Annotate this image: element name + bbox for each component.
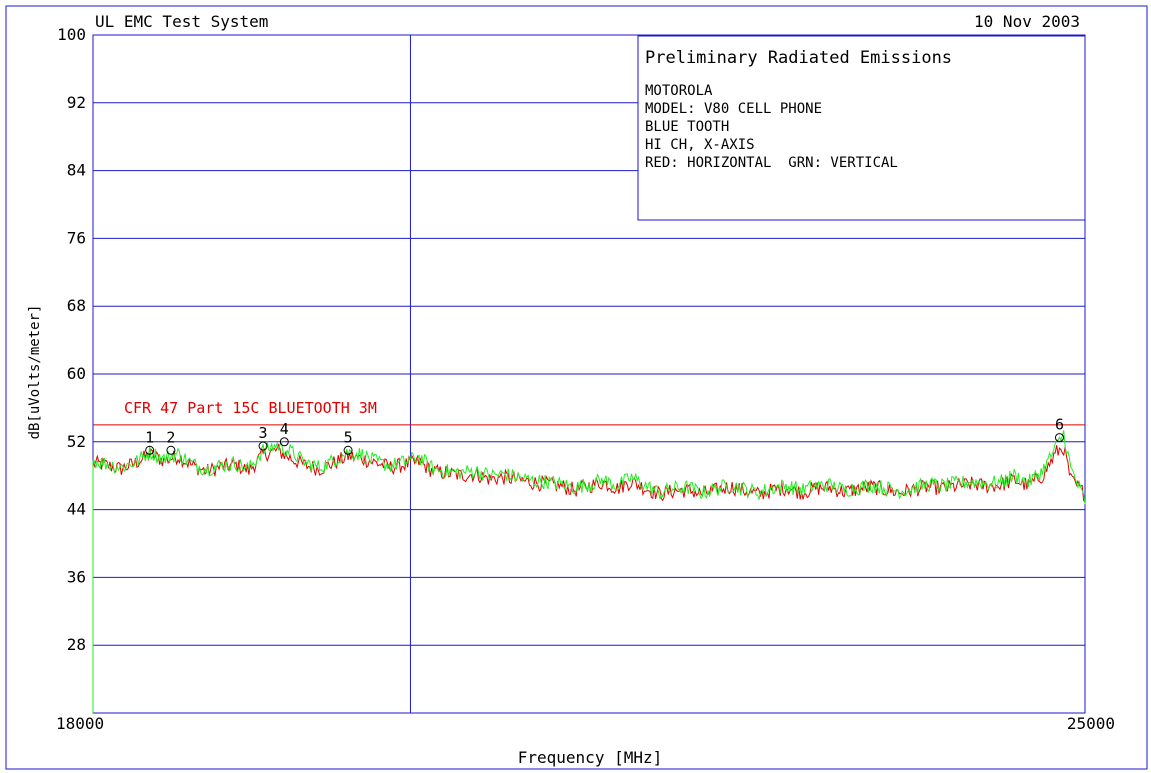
info-line-legend: RED: HORIZONTAL GRN: VERTICAL bbox=[645, 155, 898, 171]
trace-layer bbox=[92, 430, 1086, 713]
marker-circle bbox=[258, 441, 268, 451]
grid-lines bbox=[92, 34, 1086, 714]
y-tick-labels: 28 36 44 52 60 68 76 84 92 100 bbox=[57, 25, 86, 654]
y-tick-label: 44 bbox=[67, 500, 86, 519]
info-box: Preliminary Radiated Emissions MOTOROLA … bbox=[637, 35, 1086, 221]
marker-circle bbox=[166, 445, 176, 455]
y-tick-label: 76 bbox=[67, 228, 86, 247]
info-line-channel: HI CH, X-AXIS bbox=[645, 137, 755, 153]
marker-circle bbox=[1054, 433, 1064, 443]
info-box-border bbox=[637, 35, 1086, 221]
system-title: UL EMC Test System bbox=[95, 12, 268, 31]
trace-horizontal bbox=[92, 443, 1086, 503]
marker-number: 1 bbox=[145, 428, 154, 446]
y-tick-label: 60 bbox=[67, 364, 86, 383]
info-box-title: Preliminary Radiated Emissions bbox=[645, 48, 952, 68]
marker-number: 2 bbox=[166, 428, 175, 446]
y-axis-label: dB[uVolts/meter] bbox=[27, 305, 43, 440]
y-tick-label: 68 bbox=[67, 296, 86, 315]
info-line-model: MODEL: V80 CELL PHONE bbox=[645, 101, 822, 117]
y-tick-label: 36 bbox=[67, 567, 86, 586]
y-tick-label: 28 bbox=[67, 635, 86, 654]
marker-circle bbox=[145, 445, 155, 455]
marker-circle bbox=[279, 437, 289, 447]
y-tick-label: 84 bbox=[67, 161, 86, 180]
x-tick-label-max: 25000 bbox=[1067, 714, 1115, 733]
marker-layer: 1 2 3 4 56 bbox=[145, 416, 1064, 455]
limit-line-group: CFR 47 Part 15C BLUETOOTH 3M bbox=[93, 399, 1085, 426]
marker-number: 4 bbox=[280, 420, 289, 438]
trace-vertical bbox=[92, 430, 1086, 505]
marker-circle bbox=[343, 445, 353, 455]
info-line-mode: BLUE TOOTH bbox=[645, 119, 729, 135]
info-line-maker: MOTOROLA bbox=[645, 83, 713, 99]
marker-number: 3 bbox=[259, 424, 268, 442]
marker-number: 6 bbox=[1055, 416, 1064, 434]
y-tick-label: 92 bbox=[67, 93, 86, 112]
x-axis-label: Frequency [MHz] bbox=[518, 748, 663, 767]
y-tick-label: 52 bbox=[67, 432, 86, 451]
limit-line-label: CFR 47 Part 15C BLUETOOTH 3M bbox=[124, 399, 377, 417]
x-tick-label-min: 18000 bbox=[56, 714, 104, 733]
marker-number: 5 bbox=[344, 428, 353, 446]
page-border bbox=[5, 5, 1148, 770]
report-date: 10 Nov 2003 bbox=[974, 12, 1080, 31]
y-tick-label: 100 bbox=[57, 25, 86, 44]
